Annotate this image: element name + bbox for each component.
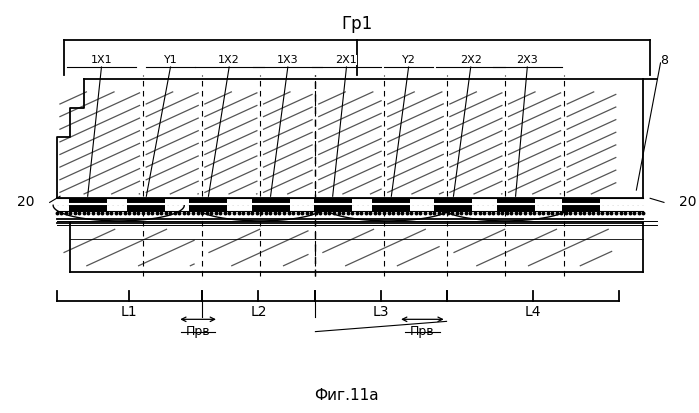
Text: 1X2: 1X2 <box>218 55 240 65</box>
Bar <box>57 223 657 272</box>
Bar <box>69 198 107 211</box>
Text: 20: 20 <box>679 195 697 209</box>
Text: 1X3: 1X3 <box>277 55 298 65</box>
Bar <box>189 198 227 211</box>
Bar <box>57 79 657 198</box>
Text: Y1: Y1 <box>164 55 178 65</box>
Text: 1X1: 1X1 <box>91 55 113 65</box>
Bar <box>314 198 352 211</box>
Text: 20: 20 <box>17 195 34 209</box>
Text: L1: L1 <box>121 305 138 319</box>
Text: L3: L3 <box>373 305 389 319</box>
Text: Прв: Прв <box>410 325 435 339</box>
Text: Прв: Прв <box>186 325 210 339</box>
Text: 2X2: 2X2 <box>460 55 482 65</box>
Bar <box>496 198 535 211</box>
Bar <box>562 198 600 211</box>
Bar <box>373 198 410 211</box>
Bar <box>127 198 165 211</box>
Text: L4: L4 <box>524 305 541 319</box>
Text: Гр1: Гр1 <box>341 15 373 33</box>
Text: 8: 8 <box>661 55 668 67</box>
Text: Фиг.11а: Фиг.11а <box>314 388 379 404</box>
Text: L2: L2 <box>250 305 267 319</box>
Bar <box>435 198 473 211</box>
Text: Y2: Y2 <box>402 55 415 65</box>
Text: 2X3: 2X3 <box>517 55 538 65</box>
Text: 2X1: 2X1 <box>336 55 357 65</box>
Bar <box>252 198 289 211</box>
